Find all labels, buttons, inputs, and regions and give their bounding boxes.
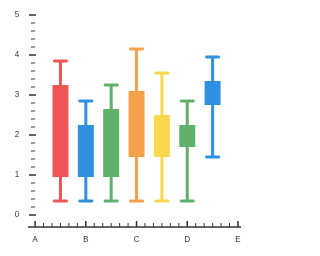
- x-tick-label: E: [235, 235, 240, 244]
- x-tick-label: D: [184, 235, 190, 244]
- box: [128, 91, 145, 157]
- x-tick-label: C: [134, 235, 140, 244]
- box: [77, 125, 94, 177]
- x-tick-label: A: [32, 235, 38, 244]
- y-tick-label: 4: [15, 50, 20, 59]
- box: [204, 81, 221, 105]
- box: [153, 115, 170, 157]
- box: [103, 109, 120, 177]
- x-tick-label: B: [83, 235, 88, 244]
- y-tick-label: 5: [15, 10, 20, 19]
- y-tick-label: 1: [15, 170, 20, 179]
- y-tick-label: 3: [15, 90, 20, 99]
- chart: 0 1 2 3 4 5 A B C D E: [15, 10, 241, 244]
- y-tick-label: 0: [15, 210, 20, 219]
- box: [179, 125, 196, 147]
- y-tick-label: 2: [15, 130, 20, 139]
- box: [52, 85, 69, 177]
